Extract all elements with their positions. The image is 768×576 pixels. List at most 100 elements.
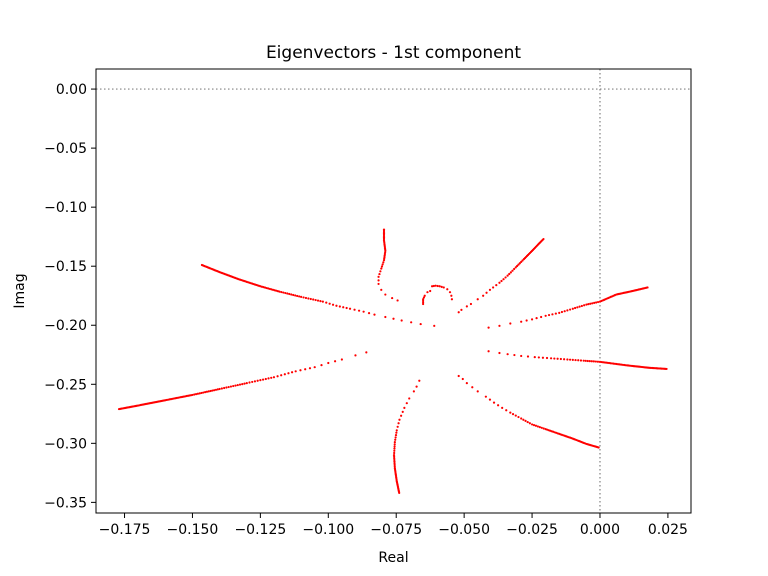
data-point [400,414,403,417]
y-tick-label: 0.00 [56,82,87,98]
data-point [509,271,512,274]
data-point [568,358,572,361]
data-point [514,414,517,417]
data-point [517,415,520,419]
data-point [432,284,435,288]
data-point [278,290,281,293]
data-point [457,311,460,314]
data-point [377,282,380,286]
data-point [586,359,589,363]
data-point [320,363,323,367]
data-point [585,303,588,306]
data-point [214,388,218,391]
data-point [518,262,521,265]
data-point [290,371,294,374]
data-point [392,317,395,320]
data-point [422,296,426,299]
data-point [596,360,600,363]
data-point [253,380,257,383]
data-point [333,360,337,363]
data-point [513,353,516,357]
data-point [243,382,246,385]
data-point [410,321,413,324]
data-point [408,397,411,400]
data-point [579,359,583,362]
data-point [419,322,422,326]
data-point [394,438,397,441]
y-axis: 0.00 −0.05 −0.10 −0.15 −0.20 −0.25 −0.30 −0.35 [44,82,96,511]
data-point [525,319,528,322]
data-point [395,429,398,432]
data-point [588,360,591,363]
data-point [438,285,441,288]
data-point [382,261,385,264]
data-point [377,279,380,282]
data-point [225,386,228,389]
data-point [422,302,425,306]
data-point [223,386,226,390]
data-point [398,418,401,421]
data-point [500,279,503,283]
data-point [307,297,310,300]
data-point [304,296,308,300]
data-point [576,306,579,309]
data-point [284,291,287,295]
data-point [592,360,595,363]
data-point [393,458,396,462]
data-point [362,310,365,313]
data-point [302,296,305,299]
data-point [542,427,545,430]
data-point [530,423,534,426]
data-point [522,258,526,261]
data-point [450,298,454,301]
x-axis-label: Real [378,550,408,566]
data-point [457,374,460,378]
data-point [377,275,380,278]
data-point [298,295,301,298]
data-point [415,385,418,388]
data-point [506,353,509,356]
data-point [270,376,273,379]
x-tick-label: −0.075 [370,522,422,538]
data-point [392,454,396,457]
y-tick-label: −0.15 [44,259,87,275]
data-point [559,357,562,361]
data-point [213,389,216,392]
data-point [589,302,592,305]
data-point [554,312,557,315]
data-point [498,324,501,327]
data-point [422,301,425,304]
data-point [430,285,434,288]
data-point [497,404,500,407]
x-tick-label: 0.025 [648,522,688,538]
series-3 [377,228,399,302]
data-point [393,462,396,465]
data-point [384,315,387,319]
data-point [488,288,492,291]
data-point [511,269,514,272]
data-point [204,391,207,394]
data-point [396,299,399,302]
data-point [393,447,396,450]
data-point [259,379,262,382]
data-point [485,291,488,294]
data-point [209,389,212,393]
data-point [394,433,398,437]
data-point [526,420,529,424]
data-point [353,308,356,311]
data-point [292,293,295,297]
data-point [191,393,194,397]
data-point [367,312,371,315]
data-point [571,307,574,310]
data-point [405,402,408,405]
data-point [540,315,543,319]
data-point [498,351,501,355]
data-point [487,350,490,353]
data-point [261,378,265,381]
data-point [583,304,586,307]
data-point [335,304,338,307]
data-point [568,308,572,311]
data-point [598,300,602,303]
data-point [516,264,519,268]
data-point [520,354,523,358]
